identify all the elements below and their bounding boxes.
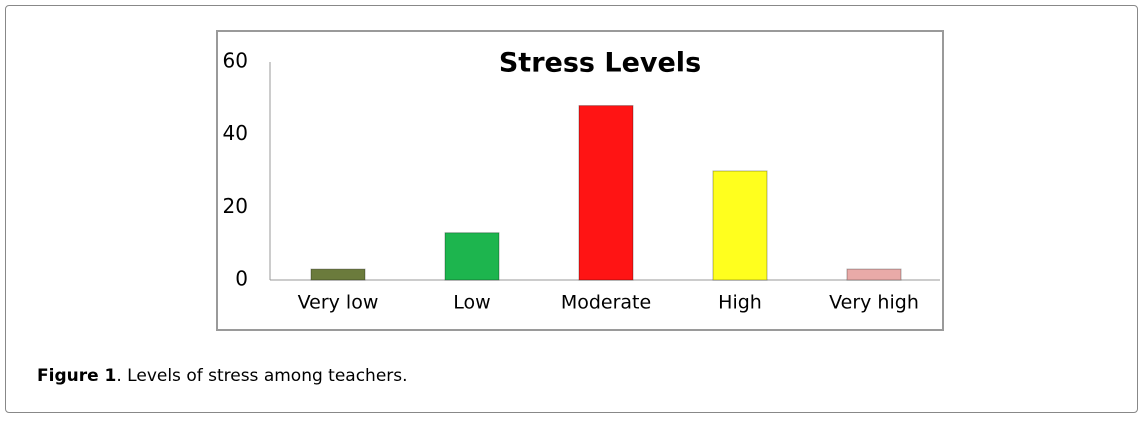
chart-title: Stress Levels xyxy=(499,48,701,79)
caption-text: . Levels of stress among teachers. xyxy=(116,366,408,386)
y-tick-label: 60 xyxy=(223,49,248,73)
y-tick-label: 40 xyxy=(223,121,248,145)
x-tick-label: Moderate xyxy=(561,292,651,314)
x-tick-label: Very high xyxy=(829,292,919,314)
x-tick-label: High xyxy=(718,292,762,314)
x-tick-label: Very low xyxy=(298,292,379,314)
y-tick-label: 0 xyxy=(235,267,248,291)
bar xyxy=(846,268,902,281)
bar xyxy=(712,170,768,281)
bar xyxy=(310,268,366,281)
bar xyxy=(444,232,500,281)
x-tick-label: Low xyxy=(453,292,490,314)
caption: Figure 1. Levels of stress among teacher… xyxy=(37,366,408,386)
caption-label: Figure 1 xyxy=(37,366,117,386)
bar xyxy=(578,105,634,281)
y-tick-label: 20 xyxy=(223,194,248,218)
figure-frame xyxy=(5,5,1138,413)
